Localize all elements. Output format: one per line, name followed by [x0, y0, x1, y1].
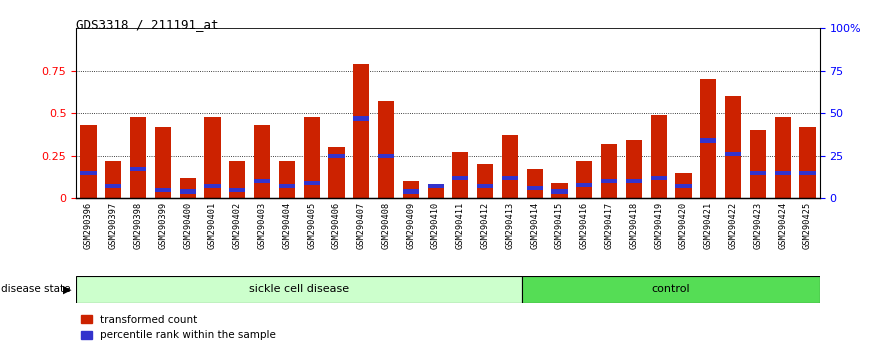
Bar	[81, 171, 97, 175]
Bar	[304, 181, 320, 185]
Text: GSM290417: GSM290417	[605, 202, 614, 249]
Text: GSM290399: GSM290399	[159, 202, 168, 249]
Bar	[204, 184, 220, 188]
Bar	[279, 184, 295, 188]
Bar	[576, 183, 592, 187]
Bar	[427, 184, 444, 188]
Bar	[522, 276, 820, 303]
Text: GSM290415: GSM290415	[555, 202, 564, 249]
Text: GSM290401: GSM290401	[208, 202, 217, 249]
Bar	[180, 189, 195, 194]
Bar	[155, 127, 171, 198]
Bar	[478, 164, 493, 198]
Text: GSM290407: GSM290407	[357, 202, 366, 249]
Text: GSM290423: GSM290423	[754, 202, 762, 249]
Text: GSM290406: GSM290406	[332, 202, 341, 249]
Bar	[76, 276, 522, 303]
Bar	[378, 101, 394, 198]
Text: control: control	[651, 284, 691, 295]
Bar	[452, 176, 469, 180]
Bar	[676, 173, 692, 198]
Bar	[452, 152, 469, 198]
Bar	[304, 117, 320, 198]
Bar	[799, 171, 815, 175]
Text: GSM290420: GSM290420	[679, 202, 688, 249]
Bar	[502, 176, 518, 180]
Bar	[601, 179, 617, 183]
Text: GSM290396: GSM290396	[84, 202, 93, 249]
Text: disease state: disease state	[1, 284, 71, 295]
Legend: transformed count, percentile rank within the sample: transformed count, percentile rank withi…	[82, 315, 276, 340]
Bar	[626, 179, 642, 183]
Bar	[378, 154, 394, 158]
Bar	[229, 188, 246, 192]
Text: GSM290409: GSM290409	[406, 202, 416, 249]
Bar	[403, 181, 418, 198]
Text: GSM290404: GSM290404	[282, 202, 291, 249]
Bar	[229, 161, 246, 198]
Bar	[254, 125, 270, 198]
Bar	[676, 184, 692, 188]
Bar	[701, 138, 716, 143]
Text: GSM290419: GSM290419	[654, 202, 663, 249]
Bar	[601, 144, 617, 198]
Bar	[626, 141, 642, 198]
Text: GSM290405: GSM290405	[307, 202, 316, 249]
Bar	[155, 188, 171, 192]
Bar	[799, 127, 815, 198]
Bar	[750, 130, 766, 198]
Bar	[701, 79, 716, 198]
Text: GSM290424: GSM290424	[778, 202, 788, 249]
Bar	[552, 183, 567, 198]
Text: GSM290403: GSM290403	[257, 202, 267, 249]
Bar	[279, 161, 295, 198]
Bar	[427, 186, 444, 198]
Text: GSM290412: GSM290412	[480, 202, 490, 249]
Text: GSM290408: GSM290408	[382, 202, 391, 249]
Text: GSM290418: GSM290418	[629, 202, 639, 249]
Text: GSM290410: GSM290410	[431, 202, 440, 249]
Text: GSM290397: GSM290397	[108, 202, 118, 249]
Text: sickle cell disease: sickle cell disease	[249, 284, 349, 295]
Bar	[81, 125, 97, 198]
Bar	[353, 116, 369, 120]
Text: GDS3318 / 211191_at: GDS3318 / 211191_at	[76, 18, 219, 31]
Bar	[527, 169, 543, 198]
Bar	[650, 176, 667, 180]
Bar	[403, 189, 418, 194]
Bar	[478, 184, 493, 188]
Bar	[130, 167, 146, 171]
Bar	[254, 179, 270, 183]
Text: GSM290413: GSM290413	[505, 202, 514, 249]
Text: GSM290398: GSM290398	[134, 202, 142, 249]
Bar	[204, 117, 220, 198]
Text: GSM290411: GSM290411	[456, 202, 465, 249]
Bar	[527, 186, 543, 190]
Bar	[725, 96, 741, 198]
Bar	[750, 171, 766, 175]
Text: GSM290400: GSM290400	[183, 202, 193, 249]
Bar	[725, 152, 741, 156]
Text: ▶: ▶	[64, 284, 72, 295]
Bar	[106, 161, 121, 198]
Bar	[502, 135, 518, 198]
Bar	[353, 64, 369, 198]
Bar	[775, 171, 790, 175]
Bar	[329, 154, 344, 158]
Bar	[775, 117, 790, 198]
Bar	[552, 189, 567, 194]
Text: GSM290416: GSM290416	[580, 202, 589, 249]
Text: GSM290425: GSM290425	[803, 202, 812, 249]
Bar	[106, 184, 121, 188]
Text: GSM290421: GSM290421	[703, 202, 713, 249]
Bar	[130, 117, 146, 198]
Text: GSM290414: GSM290414	[530, 202, 539, 249]
Text: GSM290422: GSM290422	[728, 202, 737, 249]
Text: GSM290402: GSM290402	[233, 202, 242, 249]
Bar	[180, 178, 195, 198]
Bar	[576, 161, 592, 198]
Bar	[329, 147, 344, 198]
Bar	[650, 115, 667, 198]
